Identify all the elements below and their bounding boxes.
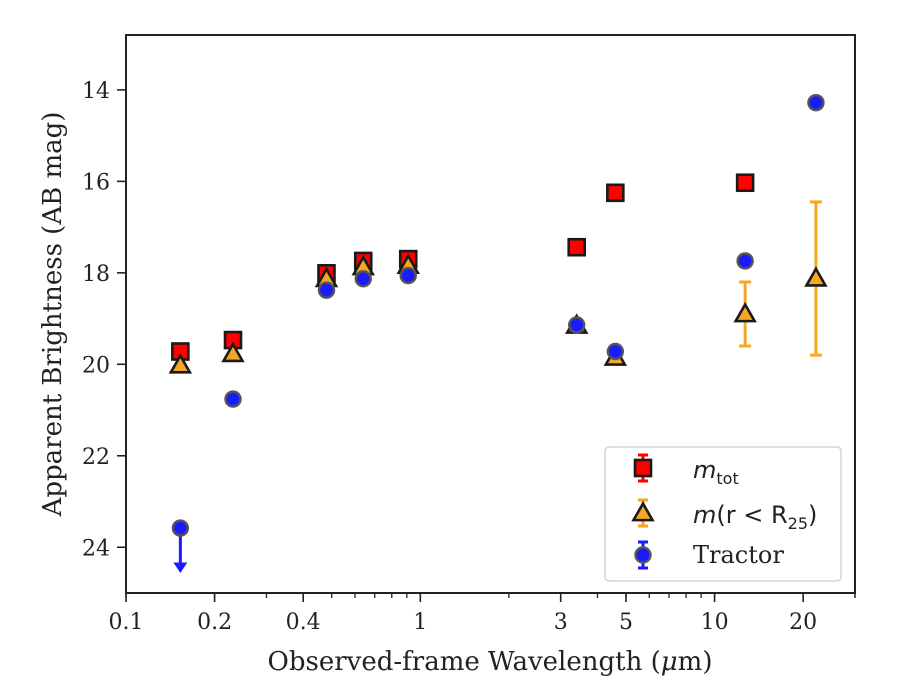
tractor-point <box>807 93 825 112</box>
x-tick-label: 0.4 <box>286 610 321 635</box>
y-tick-label: 20 <box>82 353 110 378</box>
y-tick-label: 22 <box>82 445 110 470</box>
tractor-point <box>736 252 754 270</box>
mr25-point <box>733 301 757 323</box>
upper-limit-arrow-head <box>173 562 188 573</box>
tractor-point <box>224 390 242 408</box>
x-tick-label: 1 <box>413 610 427 635</box>
mtot-point <box>735 173 755 193</box>
plot-frame <box>125 34 856 594</box>
x-tick-label: 10 <box>701 610 729 635</box>
x-axis-label: Observed-frame Wavelength (μm) <box>268 647 713 677</box>
y-axis-label: Apparent Brightness (AB mag) <box>38 112 68 518</box>
x-tick-label: 0.1 <box>109 610 144 635</box>
mtot-point <box>606 183 625 203</box>
mr25-point <box>168 353 193 374</box>
legend-label-mr25: m(r < R25) <box>693 501 817 533</box>
legend: mtot m(r < R25) Tractor <box>604 446 842 582</box>
tractor-point <box>171 519 190 537</box>
legend-label-tractor: Tractor <box>693 541 784 569</box>
legend-box <box>604 446 842 582</box>
y-tick-label: 18 <box>82 262 110 287</box>
tractor-point <box>354 270 372 288</box>
legend-marker <box>633 458 653 478</box>
x-tick-label: 5 <box>619 610 633 635</box>
x-tick-label: 0.2 <box>197 610 232 635</box>
tractor-point <box>317 281 336 299</box>
x-axis: 0.1 0.2 0.4 1 3 5 10 20 <box>109 593 856 635</box>
x-tick-label: 3 <box>554 610 568 635</box>
y-tick-label: 14 <box>82 79 110 104</box>
x-tick-label: 20 <box>789 610 817 635</box>
tractor-point <box>568 316 586 334</box>
legend-marker <box>631 500 655 522</box>
mr25-point <box>221 341 245 363</box>
legend-label-mtot: mtot <box>693 456 739 488</box>
y-tick-label: 16 <box>82 170 110 195</box>
legend-marker <box>634 546 652 564</box>
tractor-point <box>606 342 625 361</box>
mr25-point <box>804 266 828 287</box>
y-tick-label: 24 <box>82 536 110 561</box>
mtot-point <box>567 237 587 257</box>
y-axis: 14 16 18 20 22 24 <box>82 79 126 561</box>
tractor-point <box>399 266 417 285</box>
plot-marks <box>168 93 828 573</box>
